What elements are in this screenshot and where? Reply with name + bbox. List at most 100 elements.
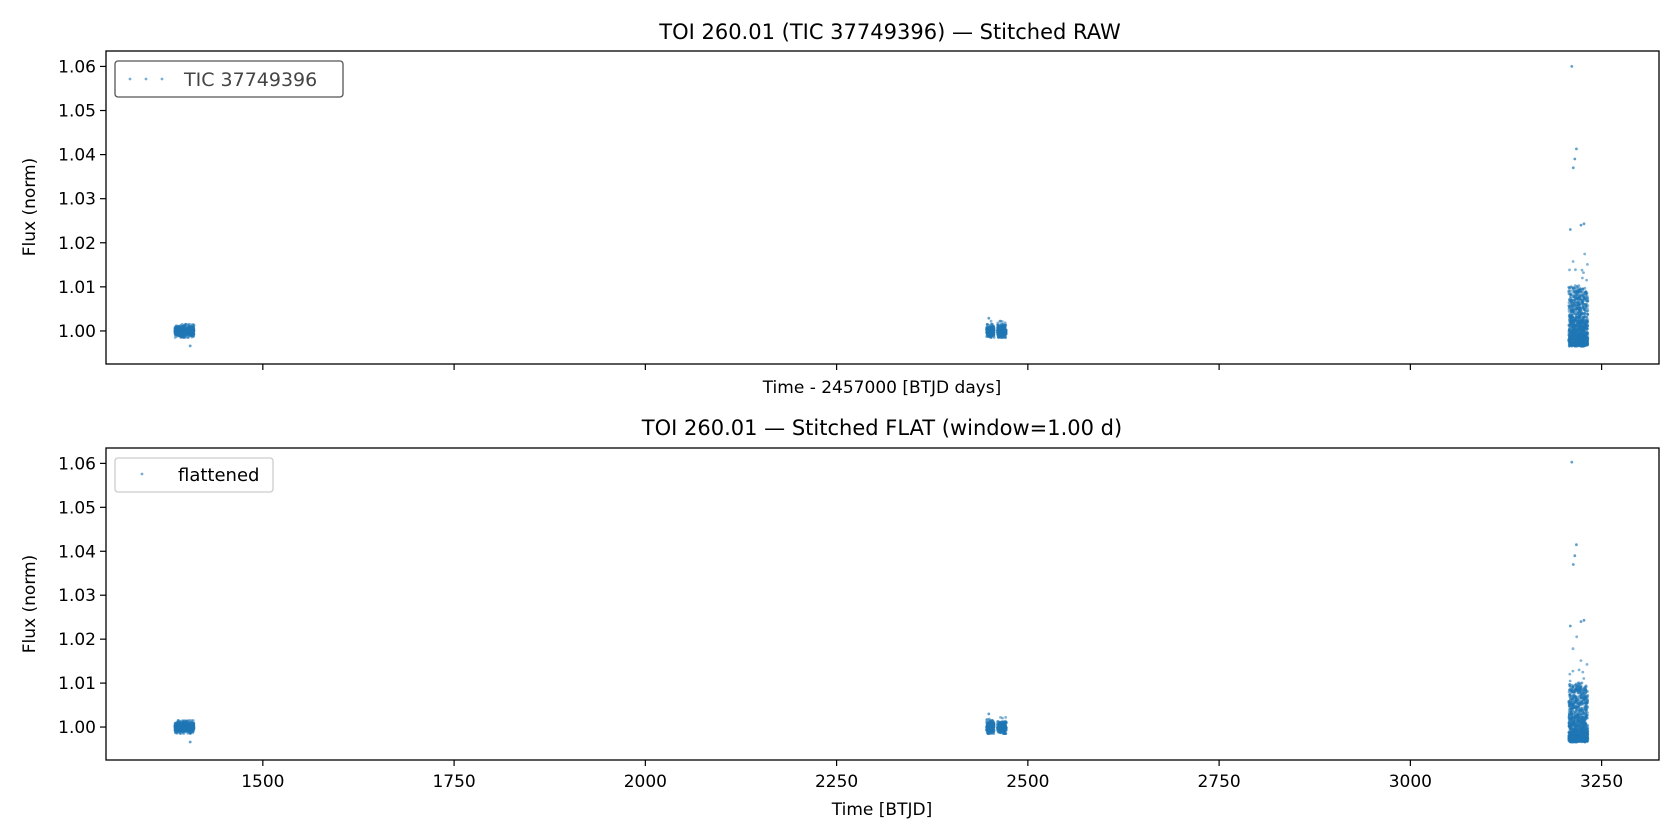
data-point bbox=[1004, 332, 1008, 336]
data-point bbox=[998, 319, 1002, 323]
data-point bbox=[1571, 339, 1575, 343]
data-point bbox=[1576, 331, 1579, 335]
data-point bbox=[991, 329, 995, 333]
data-point bbox=[1575, 296, 1578, 300]
y-tick-label: 1.03 bbox=[58, 586, 96, 606]
plot-area-raw: 1.001.011.021.031.041.051.06 bbox=[58, 50, 1660, 370]
data-point bbox=[1569, 299, 1573, 303]
data-point bbox=[1572, 299, 1576, 303]
data-point bbox=[191, 723, 195, 727]
data-point bbox=[1581, 316, 1585, 320]
data-point-outlier bbox=[1579, 223, 1583, 227]
x-tick-label: 2000 bbox=[624, 772, 667, 792]
data-point bbox=[1578, 319, 1582, 322]
data-point bbox=[1578, 714, 1582, 718]
data-point bbox=[1573, 320, 1576, 324]
data-point bbox=[1570, 314, 1574, 318]
x-axis-label-flat: Time [BTJD] bbox=[831, 800, 932, 820]
plot-area-flat: 1500 1750 2000 2250 2500 2750 3000 3250 1.001.0… bbox=[58, 447, 1660, 792]
data-point bbox=[1571, 685, 1575, 689]
data-point bbox=[178, 731, 182, 735]
data-point bbox=[992, 333, 996, 337]
data-point bbox=[175, 731, 179, 734]
data-point bbox=[175, 334, 179, 338]
data-point bbox=[1002, 329, 1006, 333]
data-point bbox=[1580, 307, 1583, 310]
data-point bbox=[1575, 334, 1579, 338]
data-point bbox=[1574, 715, 1577, 718]
data-point bbox=[1571, 647, 1575, 651]
data-point bbox=[985, 322, 989, 326]
data-point bbox=[1581, 670, 1585, 674]
data-point-outlier bbox=[1571, 166, 1575, 170]
panel-raw: TOI 260.01 (TIC 37749396) — Stitched RAW… bbox=[20, 20, 1660, 398]
data-point bbox=[1586, 296, 1589, 300]
data-point bbox=[1581, 692, 1585, 695]
y-axis-label-raw: Flux (norm) bbox=[20, 158, 40, 256]
legend-marker-raw-1 bbox=[128, 77, 132, 81]
data-point bbox=[191, 333, 195, 337]
data-point bbox=[180, 723, 184, 726]
data-point bbox=[1581, 287, 1585, 291]
panel-flat: TOI 260.01 — Stitched FLAT (window=1.00 … bbox=[20, 416, 1660, 820]
data-point bbox=[187, 333, 191, 337]
data-point bbox=[1573, 284, 1577, 287]
data-point bbox=[1571, 311, 1575, 315]
data-point bbox=[1569, 716, 1573, 720]
data-point bbox=[184, 323, 188, 327]
data-point bbox=[1584, 685, 1588, 688]
data-point bbox=[179, 329, 183, 332]
data-point bbox=[1580, 715, 1584, 719]
data-point bbox=[1584, 290, 1587, 294]
data-point bbox=[183, 326, 187, 330]
data-point bbox=[1576, 729, 1580, 733]
data-point bbox=[1576, 713, 1580, 716]
data-point bbox=[1575, 721, 1579, 725]
data-point-outlier bbox=[1582, 618, 1586, 622]
data-point bbox=[187, 731, 191, 734]
data-point bbox=[1579, 342, 1582, 346]
data-point bbox=[1578, 688, 1582, 692]
x-tick-label: 3000 bbox=[1389, 772, 1432, 792]
data-point bbox=[1577, 316, 1581, 320]
data-point bbox=[988, 332, 992, 335]
data-point bbox=[989, 336, 993, 339]
data-point bbox=[1576, 287, 1580, 290]
data-point bbox=[1585, 338, 1588, 342]
data-point bbox=[1567, 307, 1571, 311]
data-point bbox=[1582, 271, 1585, 274]
data-point bbox=[1578, 328, 1581, 331]
data-point bbox=[190, 725, 194, 729]
data-point bbox=[1571, 696, 1574, 700]
data-point bbox=[1569, 736, 1572, 739]
data-point bbox=[1578, 287, 1582, 290]
data-point bbox=[1568, 679, 1572, 683]
data-point bbox=[987, 329, 990, 332]
data-point bbox=[1569, 303, 1572, 307]
data-point bbox=[1569, 293, 1573, 297]
axes-frame-raw bbox=[105, 50, 1660, 365]
data-point bbox=[187, 322, 191, 326]
data-point bbox=[192, 324, 196, 327]
data-point bbox=[1582, 717, 1585, 721]
data-point bbox=[1583, 725, 1586, 728]
data-point-outlier bbox=[188, 740, 192, 744]
data-point bbox=[1579, 734, 1583, 737]
data-point bbox=[1579, 659, 1583, 662]
data-point bbox=[1586, 694, 1590, 697]
data-point bbox=[1583, 691, 1587, 695]
data-point bbox=[999, 729, 1003, 732]
data-point bbox=[1571, 325, 1575, 329]
data-point bbox=[183, 722, 187, 726]
data-point bbox=[1581, 276, 1584, 280]
data-point-outlier bbox=[987, 316, 991, 320]
data-point-outlier bbox=[1579, 620, 1583, 623]
data-point bbox=[1583, 315, 1587, 319]
data-point bbox=[987, 326, 991, 329]
data-point bbox=[1577, 296, 1581, 300]
data-point bbox=[996, 333, 1000, 337]
data-point bbox=[1568, 692, 1572, 696]
axes-frame-flat bbox=[105, 447, 1660, 761]
y-tick-label: 1.03 bbox=[58, 190, 96, 210]
data-point bbox=[989, 319, 993, 323]
